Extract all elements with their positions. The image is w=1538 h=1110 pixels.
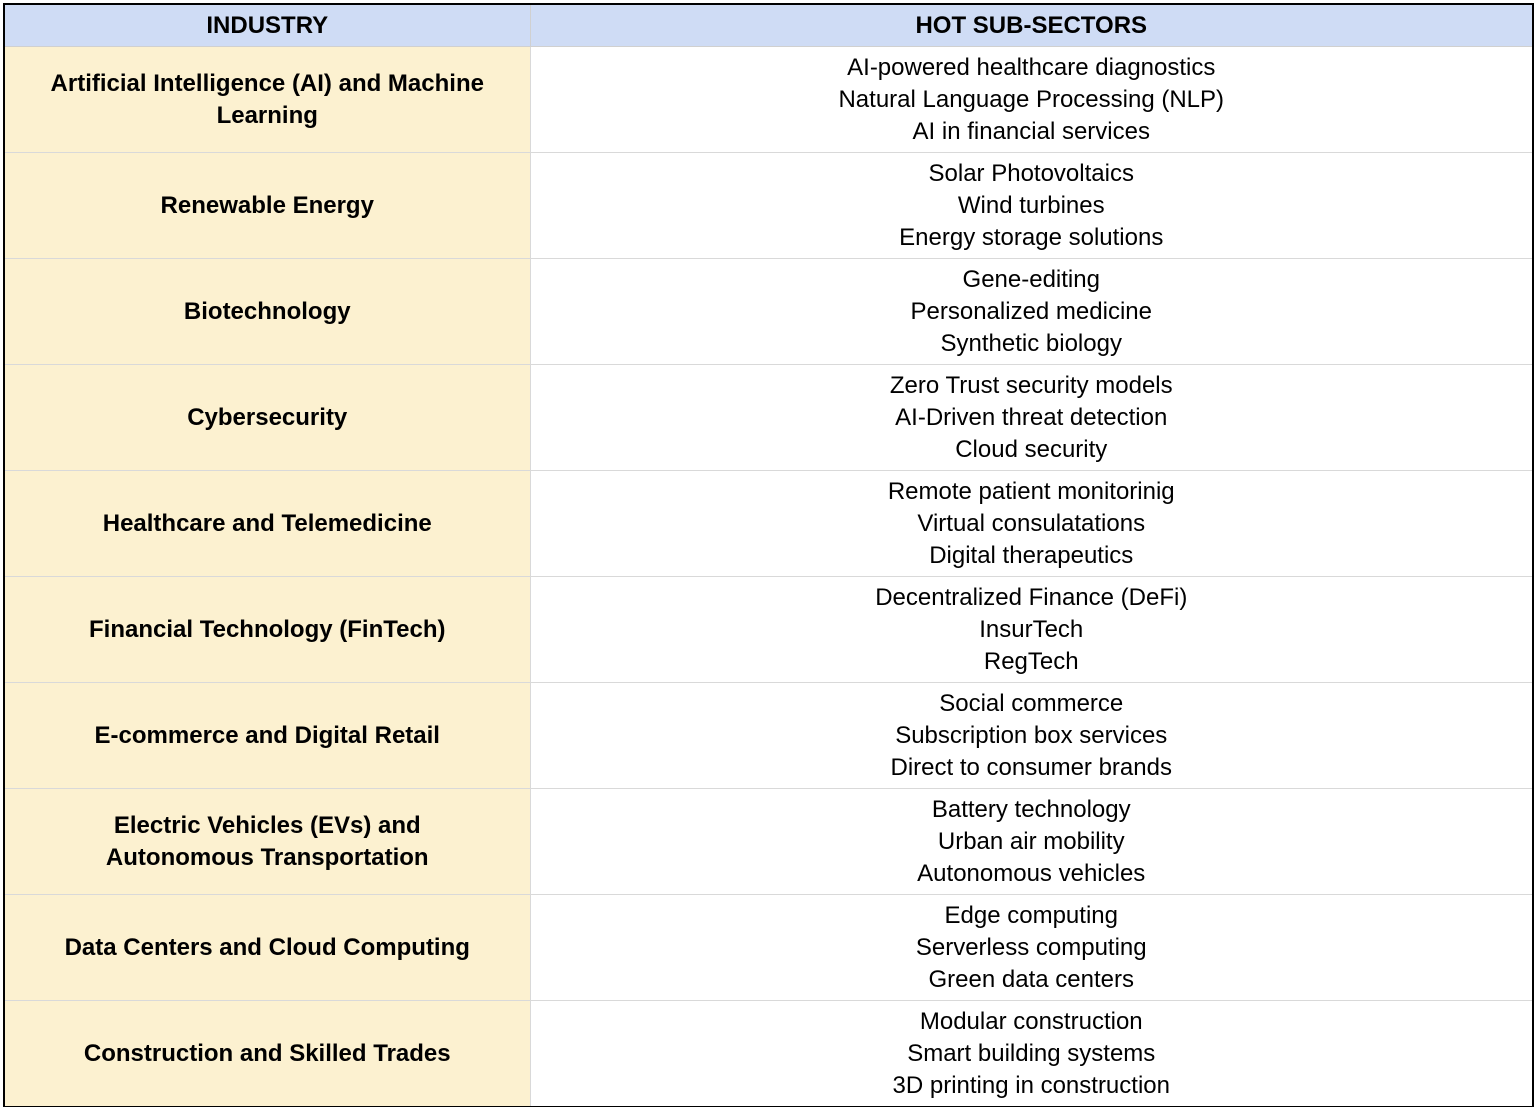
- industry-name: Healthcare and Telemedicine: [102, 509, 432, 537]
- subsector-item: Digital therapeutics: [929, 541, 1134, 569]
- industry-name: Financial Technology (FinTech): [89, 615, 446, 643]
- subsector-item: Social commerce: [939, 689, 1124, 717]
- subsectors-cell: Battery technology Urban air mobility Au…: [530, 788, 1532, 895]
- subsectors-cell: Solar Photovoltaics Wind turbines Energy…: [530, 152, 1532, 259]
- industry-cell: Data Centers and Cloud Computing: [5, 894, 531, 1001]
- subsector-item: Solar Photovoltaics: [928, 159, 1134, 187]
- industry-cell: Cybersecurity: [5, 364, 531, 471]
- subsector-item: Green data centers: [928, 965, 1134, 993]
- industry-table: INDUSTRY HOT SUB-SECTORS Artificial Inte…: [5, 5, 1532, 1106]
- industry-table-container: INDUSTRY HOT SUB-SECTORS Artificial Inte…: [3, 3, 1534, 1107]
- industry-name: Artificial Intelligence (AI) and Machine…: [50, 69, 484, 129]
- subsectors-cell: Modular construction Smart building syst…: [530, 1000, 1532, 1106]
- subsectors-cell: Zero Trust security models AI-Driven thr…: [530, 364, 1532, 471]
- industry-cell: Construction and Skilled Trades: [5, 1000, 531, 1106]
- subsector-item: Virtual consulatations: [917, 509, 1146, 537]
- subsector-item: AI in financial services: [912, 117, 1150, 145]
- subsector-item: Serverless computing: [915, 933, 1147, 961]
- subsectors-cell: Edge computing Serverless computing Gree…: [530, 894, 1532, 1001]
- table-row: Healthcare and Telemedicine Remote patie…: [5, 470, 1532, 577]
- subsector-item: Battery technology: [931, 795, 1131, 823]
- subsector-item: Smart building systems: [907, 1039, 1156, 1067]
- subsector-item: Decentralized Finance (DeFi): [875, 583, 1188, 611]
- table-row: Cybersecurity Zero Trust security models…: [5, 364, 1532, 471]
- subsector-item: Direct to consumer brands: [890, 753, 1172, 781]
- subsector-item: AI-Driven threat detection: [895, 403, 1168, 431]
- subsectors-cell: Remote patient monitorinig Virtual consu…: [530, 470, 1532, 577]
- subsector-item: Cloud security: [955, 435, 1108, 463]
- industry-cell: Healthcare and Telemedicine: [5, 470, 531, 577]
- header-row: INDUSTRY HOT SUB-SECTORS: [5, 5, 1532, 47]
- subsector-item: Edge computing: [944, 901, 1118, 929]
- subsector-item: Zero Trust security models: [889, 371, 1173, 399]
- table-row: E-commerce and Digital Retail Social com…: [5, 682, 1532, 789]
- industry-name: E-commerce and Digital Retail: [94, 721, 440, 749]
- table-row: Biotechnology Gene-editing Personalized …: [5, 258, 1532, 365]
- subsectors-cell: Gene-editing Personalized medicine Synth…: [530, 258, 1532, 365]
- industry-cell: Financial Technology (FinTech): [5, 576, 531, 683]
- subsector-item: InsurTech: [979, 615, 1084, 643]
- subsector-item: Wind turbines: [957, 191, 1105, 219]
- table-row: Financial Technology (FinTech) Decentral…: [5, 576, 1532, 683]
- subsector-item: Autonomous vehicles: [917, 859, 1146, 887]
- subsectors-cell: Social commerce Subscription box service…: [530, 682, 1532, 789]
- subsector-item: Gene-editing: [962, 265, 1100, 293]
- table-row: Electric Vehicles (EVs) and Autonomous T…: [5, 788, 1532, 895]
- subsector-item: Modular construction: [919, 1007, 1143, 1035]
- subsector-item: Natural Language Processing (NLP): [838, 85, 1225, 113]
- industry-name: Renewable Energy: [160, 191, 374, 219]
- subsector-item: Urban air mobility: [937, 827, 1125, 855]
- industry-name: Construction and Skilled Trades: [83, 1039, 451, 1067]
- subsector-item: RegTech: [983, 647, 1079, 675]
- table-row: Construction and Skilled Trades Modular …: [5, 1000, 1532, 1106]
- industry-cell: Artificial Intelligence (AI) and Machine…: [5, 46, 531, 153]
- subsector-item: Synthetic biology: [940, 329, 1122, 357]
- industry-cell: Renewable Energy: [5, 152, 531, 259]
- subsectors-cell: AI-powered healthcare diagnostics Natura…: [530, 46, 1532, 153]
- industry-name: Electric Vehicles (EVs) and Autonomous T…: [105, 811, 429, 871]
- column-header-industry: INDUSTRY: [5, 5, 531, 47]
- table-row: Renewable Energy Solar Photovoltaics Win…: [5, 152, 1532, 259]
- industry-cell: Biotechnology: [5, 258, 531, 365]
- subsector-item: Energy storage solutions: [899, 223, 1164, 251]
- industry-cell: Electric Vehicles (EVs) and Autonomous T…: [5, 788, 531, 895]
- column-header-subsectors: HOT SUB-SECTORS: [530, 5, 1532, 47]
- subsector-item: 3D printing in construction: [892, 1071, 1170, 1099]
- table-row: Artificial Intelligence (AI) and Machine…: [5, 46, 1532, 153]
- industry-cell: E-commerce and Digital Retail: [5, 682, 531, 789]
- subsector-item: Remote patient monitorinig: [887, 477, 1175, 505]
- industry-name: Data Centers and Cloud Computing: [64, 933, 470, 961]
- industry-name: Cybersecurity: [187, 403, 348, 431]
- subsector-item: Subscription box services: [895, 721, 1168, 749]
- subsectors-cell: Decentralized Finance (DeFi) InsurTech R…: [530, 576, 1532, 683]
- subsector-item: Personalized medicine: [910, 297, 1152, 325]
- industry-name: Biotechnology: [183, 297, 351, 325]
- table-row: Data Centers and Cloud Computing Edge co…: [5, 894, 1532, 1001]
- subsector-item: AI-powered healthcare diagnostics: [847, 53, 1216, 81]
